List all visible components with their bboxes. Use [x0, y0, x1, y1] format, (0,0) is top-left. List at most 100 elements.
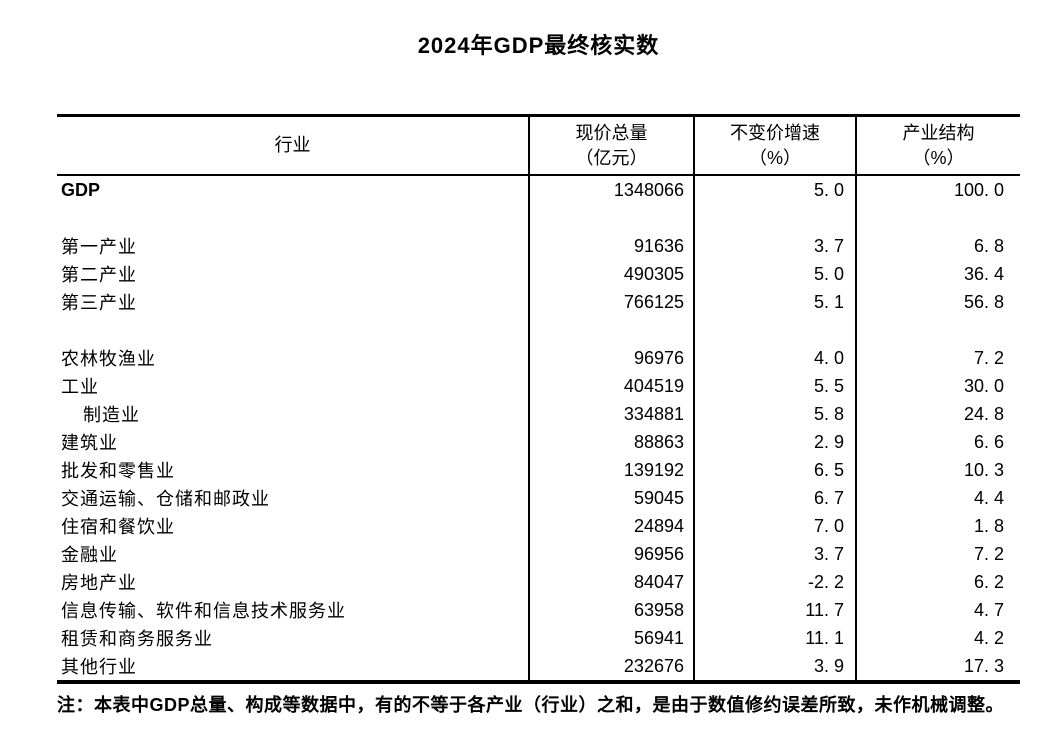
column-header-current-price: 现价总量 （亿元） — [528, 115, 694, 176]
cell-structure: 4. 7 — [855, 596, 1020, 624]
table-row: 第一产业 91636 3. 7 6. 8 — [57, 232, 1020, 260]
cell-industry — [57, 316, 529, 344]
cell-structure: 100. 0 — [855, 175, 1020, 204]
cell-growth: 5. 8 — [693, 400, 856, 428]
cell-current-price: 766125 — [528, 288, 694, 316]
cell-current-price: 63958 — [528, 596, 694, 624]
table-row: 金融业 96956 3. 7 7. 2 — [57, 540, 1020, 568]
table-row: 第二产业 490305 5. 0 36. 4 — [57, 260, 1020, 288]
cell-growth: 6. 7 — [693, 484, 856, 512]
cell-current-price: 96976 — [528, 344, 694, 372]
cell-current-price: 91636 — [528, 232, 694, 260]
cell-structure: 7. 2 — [855, 344, 1020, 372]
cell-industry: 第一产业 — [61, 237, 137, 257]
cell-current-price: 404519 — [528, 372, 694, 400]
table-row: GDP 1348066 5. 0 100. 0 — [57, 175, 1020, 204]
column-header-industry-label: 行业 — [274, 135, 311, 155]
cell-current-price: 96956 — [528, 540, 694, 568]
cell-structure: 10. 3 — [855, 456, 1020, 484]
column-header-industry: 行业 — [57, 115, 529, 176]
column-header-current-price-label: 现价总量 — [575, 122, 648, 143]
cell-structure — [855, 316, 1020, 344]
cell-structure: 30. 0 — [855, 372, 1020, 400]
cell-growth: 4. 0 — [693, 344, 856, 372]
cell-industry: 批发和零售业 — [61, 461, 175, 481]
cell-current-price: 232676 — [528, 652, 694, 682]
table-row: 信息传输、软件和信息技术服务业 63958 11. 7 4. 7 — [57, 596, 1020, 624]
column-header-growth-label: 不变价增速 — [730, 122, 820, 143]
cell-current-price: 56941 — [528, 624, 694, 652]
cell-industry — [57, 204, 529, 232]
table-row: 其他行业 232676 3. 9 17. 3 — [57, 652, 1020, 682]
cell-current-price: 24894 — [528, 512, 694, 540]
cell-industry: 房地产业 — [61, 573, 137, 593]
table-row: 住宿和餐饮业 24894 7. 0 1. 8 — [57, 512, 1020, 540]
column-header-structure-label: 产业结构 — [902, 122, 975, 143]
cell-growth — [693, 204, 856, 232]
column-header-growth-unit: （%） — [748, 147, 801, 168]
table-row: 第三产业 766125 5. 1 56. 8 — [57, 288, 1020, 316]
cell-growth: 2. 9 — [693, 428, 856, 456]
cell-growth: 11. 1 — [693, 624, 856, 652]
table-row: 农林牧渔业 96976 4. 0 7. 2 — [57, 344, 1020, 372]
cell-structure: 4. 2 — [855, 624, 1020, 652]
cell-industry: 信息传输、软件和信息技术服务业 — [61, 601, 346, 621]
cell-current-price — [528, 316, 694, 344]
table-row: 房地产业 84047 -2. 2 6. 2 — [57, 568, 1020, 596]
table-row — [57, 316, 1020, 344]
table-row: 交通运输、仓储和邮政业 59045 6. 7 4. 4 — [57, 484, 1020, 512]
table-header: 行业 现价总量 （亿元） 不变价增速 （%） 产业结构 （%） — [57, 115, 1020, 176]
cell-industry: 交通运输、仓储和邮政业 — [61, 489, 270, 509]
page-title: 2024年GDP最终核实数 — [417, 33, 660, 58]
cell-industry: GDP — [61, 179, 101, 200]
cell-growth: -2. 2 — [693, 568, 856, 596]
table-row: 工业 404519 5. 5 30. 0 — [57, 372, 1020, 400]
table-row: 制造业 334881 5. 8 24. 8 — [57, 400, 1020, 428]
table-body: GDP 1348066 5. 0 100. 0 第一产业 91636 3. 7 6. 8 第二产… — [57, 175, 1020, 682]
cell-growth: 3. 9 — [693, 652, 856, 682]
cell-growth: 5. 5 — [693, 372, 856, 400]
cell-structure: 24. 8 — [855, 400, 1020, 428]
cell-growth: 6. 5 — [693, 456, 856, 484]
cell-structure: 6. 2 — [855, 568, 1020, 596]
cell-structure: 7. 2 — [855, 540, 1020, 568]
cell-growth: 11. 7 — [693, 596, 856, 624]
cell-structure — [855, 204, 1020, 232]
cell-industry: 农林牧渔业 — [61, 349, 156, 369]
column-header-growth: 不变价增速 （%） — [693, 115, 856, 176]
table-row: 批发和零售业 139192 6. 5 10. 3 — [57, 456, 1020, 484]
header-row: 行业 现价总量 （亿元） 不变价增速 （%） 产业结构 （%） — [57, 115, 1020, 176]
cell-growth: 5. 0 — [693, 175, 856, 204]
cell-industry: 工业 — [61, 377, 99, 397]
cell-current-price: 490305 — [528, 260, 694, 288]
cell-growth: 5. 1 — [693, 288, 856, 316]
column-header-current-price-unit: （亿元） — [575, 147, 648, 168]
table-note: 注：本表中GDP总量、构成等数据中，有的不等于各产业（行业）之和，是由于数值修约… — [57, 695, 1005, 715]
cell-structure: 56. 8 — [855, 288, 1020, 316]
cell-structure: 6. 8 — [855, 232, 1020, 260]
cell-growth — [693, 316, 856, 344]
table-row — [57, 204, 1020, 232]
cell-current-price: 84047 — [528, 568, 694, 596]
cell-current-price: 88863 — [528, 428, 694, 456]
cell-structure: 4. 4 — [855, 484, 1020, 512]
table-row: 租赁和商务服务业 56941 11. 1 4. 2 — [57, 624, 1020, 652]
cell-industry: 第三产业 — [61, 293, 137, 313]
cell-growth: 3. 7 — [693, 540, 856, 568]
cell-structure: 36. 4 — [855, 260, 1020, 288]
column-header-structure: 产业结构 （%） — [855, 115, 1020, 176]
cell-growth: 7. 0 — [693, 512, 856, 540]
column-header-structure-unit: （%） — [912, 147, 965, 168]
cell-industry: 其他行业 — [61, 657, 137, 677]
cell-current-price: 1348066 — [528, 175, 694, 204]
cell-industry: 建筑业 — [61, 433, 118, 453]
cell-current-price: 139192 — [528, 456, 694, 484]
cell-current-price: 59045 — [528, 484, 694, 512]
cell-current-price — [528, 204, 694, 232]
cell-structure: 17. 3 — [855, 652, 1020, 682]
cell-current-price: 334881 — [528, 400, 694, 428]
cell-growth: 3. 7 — [693, 232, 856, 260]
cell-growth: 5. 0 — [693, 260, 856, 288]
gdp-table: 行业 现价总量 （亿元） 不变价增速 （%） 产业结构 （%） GDP 13480… — [57, 114, 1020, 684]
cell-industry: 金融业 — [61, 545, 118, 565]
